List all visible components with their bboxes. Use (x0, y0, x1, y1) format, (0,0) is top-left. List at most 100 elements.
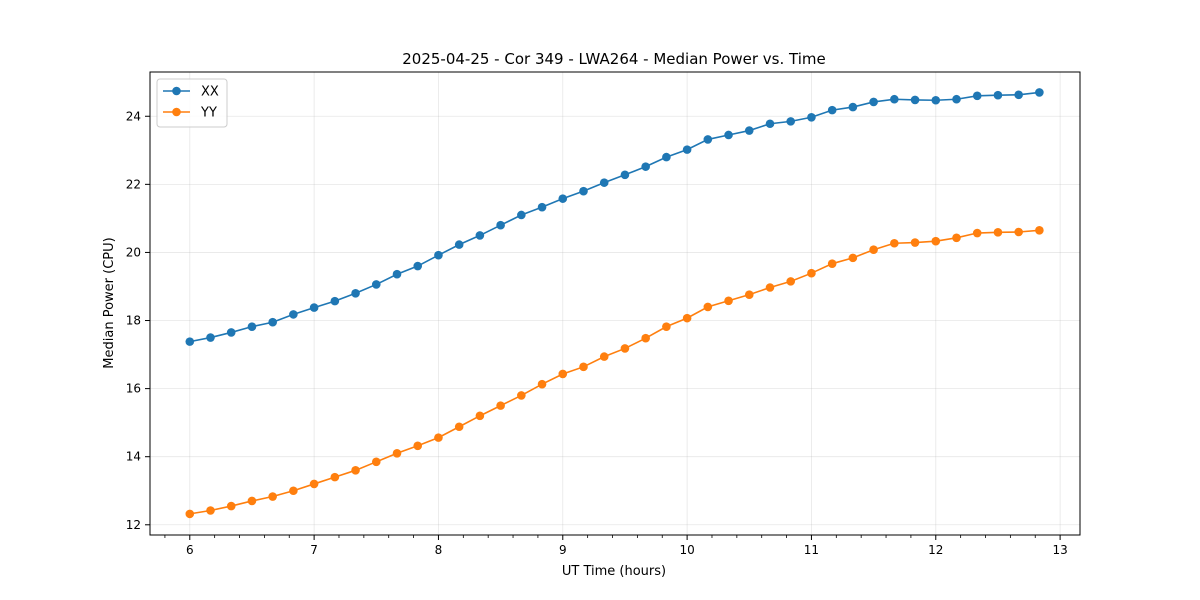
data-point-xx (641, 162, 650, 171)
data-point-yy (309, 479, 319, 489)
data-point-yy (496, 401, 505, 410)
data-point-yy (558, 369, 568, 379)
x-tick-label: 7 (310, 543, 318, 557)
x-tick-label: 11 (804, 543, 819, 557)
data-point-xx (226, 328, 236, 337)
y-axis: 12 14 16 18 20 22 24 (126, 109, 150, 532)
data-point-yy (703, 302, 713, 312)
legend-label-xx: XX (201, 85, 219, 100)
y-tick-label: 22 (126, 177, 141, 191)
data-point-xx (558, 194, 568, 203)
x-tick-label: 6 (186, 543, 194, 557)
grid (150, 72, 1080, 535)
data-point-yy (268, 492, 277, 501)
data-point-xx (848, 102, 858, 112)
data-point-yy (641, 333, 650, 343)
legend-label-yy: YY (200, 106, 217, 121)
data-point-yy (890, 238, 899, 248)
data-point-xx (972, 91, 982, 101)
chart-title: 2025-04-25 - Cor 349 - LWA264 - Median P… (402, 50, 826, 68)
data-point-yy (537, 379, 547, 389)
data-point-xx (537, 202, 547, 212)
x-tick-label: 10 (679, 543, 694, 557)
data-point-xx (185, 337, 195, 346)
data-point-yy (579, 362, 588, 372)
data-point-xx (579, 186, 588, 196)
data-point-yy (910, 238, 920, 247)
data-point-xx (786, 117, 796, 126)
y-tick-label: 24 (126, 109, 141, 123)
data-point-xx (620, 170, 630, 180)
data-point-xx (807, 112, 816, 122)
data-point-xx (434, 250, 443, 260)
data-point-yy (827, 259, 837, 268)
data-point-xx (910, 95, 920, 105)
x-tick-label: 12 (928, 543, 943, 557)
data-point-yy (807, 268, 816, 278)
data-point-yy (952, 233, 961, 243)
data-point-yy (972, 228, 982, 238)
data-point-xx (869, 97, 878, 107)
data-point-yy (185, 509, 195, 519)
legend: XX YY (156, 78, 228, 128)
series-xx (185, 88, 1044, 346)
y-axis-label: Median Power (CPU) (102, 237, 117, 368)
y-tick-label: 18 (126, 314, 141, 328)
y-tick-label: 12 (126, 518, 141, 532)
data-point-yy (226, 501, 236, 511)
data-point-xx (289, 310, 298, 319)
data-point-xx (952, 94, 961, 104)
data-point-xx (496, 220, 505, 230)
data-point-yy (682, 313, 692, 323)
data-point-xx (247, 322, 257, 331)
data-point-xx (351, 288, 360, 298)
data-point-xx (1035, 88, 1044, 97)
data-point-xx (206, 333, 215, 342)
data-point-yy (599, 352, 609, 361)
data-point-yy (351, 466, 360, 475)
data-point-xx (993, 90, 1003, 100)
data-point-yy (744, 290, 754, 299)
data-point-xx (827, 105, 837, 115)
data-point-xx (413, 261, 423, 271)
data-point-yy (1014, 227, 1023, 237)
data-point-yy (330, 472, 340, 482)
data-point-xx (890, 94, 899, 104)
data-point-yy (765, 283, 775, 292)
data-point-xx (703, 135, 713, 144)
data-point-yy (206, 506, 215, 515)
y-tick-label: 14 (126, 450, 141, 464)
data-point-xx (724, 130, 733, 140)
data-point-xx (682, 145, 692, 154)
data-point-yy (869, 245, 878, 255)
legend-marker-yy (172, 107, 181, 117)
data-point-xx (475, 231, 485, 240)
data-point-xx (330, 296, 340, 306)
data-point-yy (1035, 226, 1044, 235)
legend-marker-xx (172, 86, 181, 96)
data-point-xx (268, 317, 277, 327)
data-point-yy (289, 486, 298, 496)
data-point-yy (454, 422, 464, 432)
data-point-yy (724, 296, 733, 306)
data-point-yy (434, 433, 443, 442)
data-point-yy (786, 277, 796, 286)
data-point-yy (662, 322, 671, 331)
data-point-xx (309, 303, 319, 312)
data-point-yy (620, 344, 630, 353)
y-tick-label: 20 (126, 245, 141, 259)
data-point-xx (662, 152, 671, 162)
data-point-yy (371, 457, 381, 467)
x-tick-label: 13 (1052, 543, 1067, 557)
data-point-yy (993, 228, 1003, 237)
data-point-yy (392, 448, 402, 458)
x-axis: 6 7 8 9 10 11 12 13 (164, 535, 1068, 557)
data-point-xx (1014, 90, 1023, 100)
data-point-xx (454, 240, 464, 249)
y-tick-label: 16 (126, 382, 141, 396)
data-point-xx (517, 210, 526, 220)
x-axis-label: UT Time (hours) (562, 564, 666, 579)
data-point-yy (247, 496, 257, 506)
data-point-xx (744, 126, 754, 135)
